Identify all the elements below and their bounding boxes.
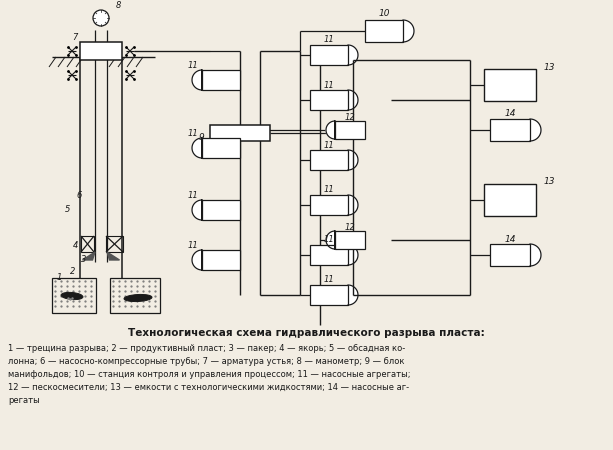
Bar (202, 200, 240, 220)
Text: 11: 11 (324, 36, 334, 45)
Text: 11: 11 (187, 62, 198, 71)
Text: 12: 12 (345, 112, 356, 122)
Text: 14: 14 (504, 109, 516, 118)
Polygon shape (326, 231, 335, 249)
Bar (310, 150, 348, 170)
Polygon shape (530, 119, 541, 141)
Text: 5: 5 (65, 206, 70, 215)
Text: 11: 11 (324, 235, 334, 244)
Bar (52, 278, 96, 313)
Circle shape (93, 10, 109, 26)
Text: 11: 11 (187, 242, 198, 251)
Bar (310, 90, 348, 110)
Bar (490, 244, 530, 266)
Bar (335, 121, 365, 139)
Bar (80, 42, 122, 60)
Text: 4: 4 (73, 240, 78, 249)
Text: 11: 11 (324, 140, 334, 149)
Text: манифольдов; 10 — станция контроля и управления процессом; 11 — насосные агрегат: манифольдов; 10 — станция контроля и упр… (8, 370, 411, 379)
Text: 7: 7 (72, 33, 77, 42)
Bar (335, 231, 365, 249)
Polygon shape (348, 285, 358, 305)
Ellipse shape (61, 292, 83, 300)
Polygon shape (107, 252, 120, 260)
Text: 3: 3 (81, 256, 86, 265)
Text: 13: 13 (544, 63, 555, 72)
Polygon shape (192, 200, 202, 220)
Polygon shape (326, 121, 335, 139)
Text: 11: 11 (187, 130, 198, 139)
Text: 1 — трещина разрыва; 2 — продуктивный пласт; 3 — пакер; 4 — якорь; 5 — обсадная : 1 — трещина разрыва; 2 — продуктивный пл… (8, 344, 405, 353)
Text: 11: 11 (187, 192, 198, 201)
Bar (365, 20, 403, 42)
Text: 12: 12 (345, 222, 356, 231)
Text: 10: 10 (378, 9, 390, 18)
Text: 8: 8 (116, 1, 121, 10)
Polygon shape (348, 195, 358, 215)
Text: 6: 6 (76, 190, 82, 199)
Polygon shape (530, 244, 541, 266)
Bar (106, 236, 123, 252)
Polygon shape (192, 250, 202, 270)
Polygon shape (83, 252, 95, 260)
Bar (490, 119, 530, 141)
Bar (210, 125, 270, 141)
Text: 14: 14 (504, 234, 516, 243)
Text: 11: 11 (324, 185, 334, 194)
Text: 13: 13 (544, 177, 555, 186)
Bar (310, 45, 348, 65)
Text: 11: 11 (324, 275, 334, 284)
Polygon shape (348, 90, 358, 110)
Bar (202, 250, 240, 270)
Text: 9: 9 (198, 134, 204, 143)
Polygon shape (348, 45, 358, 65)
Bar (202, 70, 240, 90)
Text: 2: 2 (70, 267, 75, 276)
Text: Технологическая схема гидравлического разрыва пласта:: Технологическая схема гидравлического ра… (128, 328, 484, 338)
Text: 1: 1 (57, 274, 63, 283)
Polygon shape (348, 150, 358, 170)
Polygon shape (192, 70, 202, 90)
Text: 11: 11 (324, 81, 334, 90)
Bar (81, 236, 94, 252)
Bar (310, 195, 348, 215)
Text: регаты: регаты (8, 396, 40, 405)
Bar (202, 138, 240, 158)
Polygon shape (348, 245, 358, 265)
Bar (484, 184, 536, 216)
Polygon shape (403, 20, 414, 42)
Bar (310, 245, 348, 265)
Polygon shape (192, 138, 202, 158)
Bar (110, 278, 160, 313)
Ellipse shape (124, 294, 152, 302)
Bar (310, 285, 348, 305)
Text: 12 — пескосмесители; 13 — емкости с технологическими жидкостями; 14 — насосные а: 12 — пескосмесители; 13 — емкости с техн… (8, 383, 409, 392)
Text: лонна; 6 — насосно-компрессорные трубы; 7 — арматура устья; 8 — манометр; 9 — бл: лонна; 6 — насосно-компрессорные трубы; … (8, 357, 405, 366)
Bar (484, 69, 536, 101)
